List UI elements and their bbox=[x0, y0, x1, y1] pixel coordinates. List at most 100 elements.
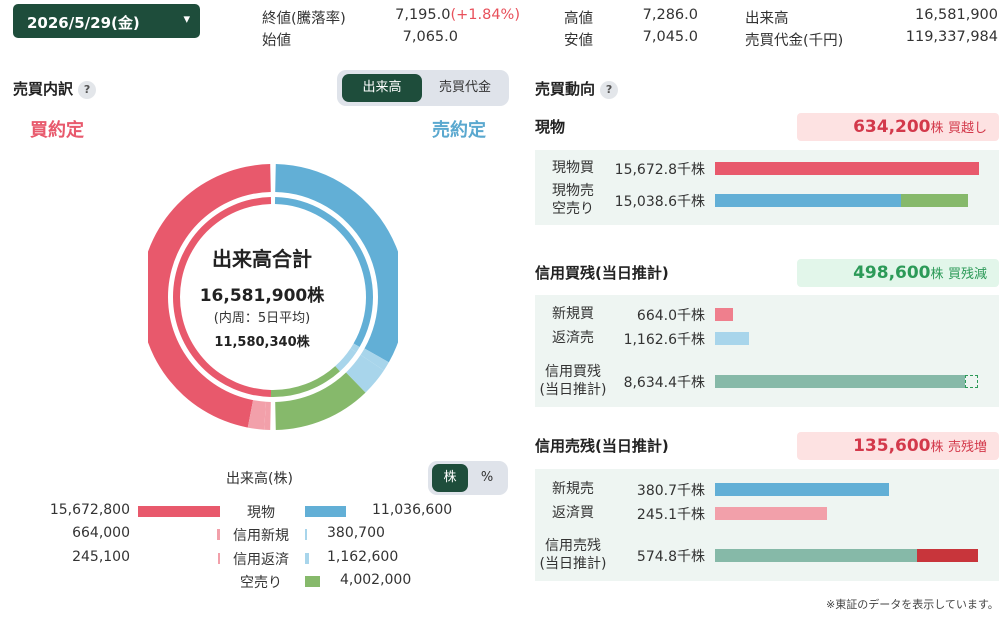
legend-buy-bar bbox=[218, 553, 220, 564]
trend-row-label: 現物売 空売り bbox=[552, 183, 594, 217]
close-label: 終値(騰落率) bbox=[262, 11, 346, 27]
donut-center-note: (内周：5日平均) bbox=[213, 311, 311, 326]
genbutsu-buy-bar bbox=[715, 162, 979, 175]
volume-donut-chart bbox=[148, 164, 398, 430]
donut-segment-genbutsu-buy bbox=[148, 164, 271, 428]
legend-buy-bar bbox=[138, 506, 220, 517]
legend-sell-bar bbox=[305, 553, 310, 564]
open-value: 7,065.0 bbox=[402, 29, 458, 45]
trend-row-label: 信用売残 (当日推計) bbox=[539, 538, 607, 572]
donut-center-title: 出来高合計 bbox=[212, 247, 312, 271]
legend-category: 信用返済 bbox=[233, 552, 289, 568]
chevron-down-icon: ▾ bbox=[183, 12, 190, 27]
legend-sell-value: 11,036,600 bbox=[372, 502, 453, 518]
donut-inner-karauri bbox=[270, 366, 340, 397]
legend-sell-bar bbox=[305, 529, 307, 540]
legend-buy-bar bbox=[216, 529, 220, 540]
date-select[interactable]: 2026/5/29(金) ▾ bbox=[13, 4, 200, 38]
donut-segment-shinki-buy bbox=[247, 400, 266, 430]
legend-category: 空売り bbox=[240, 575, 282, 591]
donut-outer-ring bbox=[148, 164, 398, 430]
donut-inner-genbutsu-sell bbox=[274, 197, 373, 347]
volume-value: 16,581,900 bbox=[914, 7, 998, 23]
trend-row-value: 1,162.6千株 bbox=[623, 332, 705, 348]
breakdown-mode-toggle: 出来高 売買代金 bbox=[337, 70, 509, 106]
trend-row-value: 15,038.6千株 bbox=[614, 194, 705, 210]
legend-buy-value: 245,100 bbox=[72, 549, 130, 565]
legend-sell-value: 1,162,600 bbox=[327, 549, 399, 565]
unit-toggle: 株 % bbox=[428, 461, 508, 495]
donut-segment-shinki-sell bbox=[360, 348, 389, 371]
volume-label: 出来高 bbox=[745, 11, 789, 27]
close-value: 7,195.0(+1.84%) bbox=[395, 7, 520, 23]
margin-sell-summary: 135,600株 売残増 bbox=[797, 432, 999, 460]
trend-row-label: 返済売 bbox=[552, 330, 594, 346]
donut-segment-hensai-buy bbox=[264, 401, 271, 430]
open-label: 始値 bbox=[262, 33, 291, 49]
donut-inner-hensai-sell bbox=[335, 348, 357, 372]
low-value: 7,045.0 bbox=[642, 29, 698, 45]
trend-row-label: 信用買残 (当日推計) bbox=[539, 364, 607, 398]
high-label: 高値 bbox=[564, 11, 593, 27]
trend-row-label: 新規売 bbox=[552, 481, 594, 497]
breakdown-title: 売買内訳? bbox=[13, 78, 97, 99]
margin-sell-title: 信用売残(当日推計) bbox=[535, 437, 669, 455]
legend-sell-value: 4,002,000 bbox=[340, 572, 412, 588]
margin-buy-decrease-marker bbox=[965, 375, 978, 388]
margin-buy-balance-bar bbox=[715, 375, 965, 388]
trend-row-value: 664.0千株 bbox=[636, 308, 705, 324]
genbutsu-title: 現物 bbox=[535, 118, 566, 136]
trend-title: 売買動向? bbox=[535, 78, 619, 99]
turnover-label: 売買代金(千円) bbox=[745, 33, 844, 49]
donut-center-avg: 11,580,340株 bbox=[214, 335, 310, 350]
unit-toggle-percent[interactable]: % bbox=[480, 470, 494, 485]
trend-row-label: 新規買 bbox=[552, 306, 594, 322]
margin-repay-buy-bar bbox=[715, 507, 827, 520]
legend-sell-value: 380,700 bbox=[327, 525, 385, 541]
margin-new-sell-bar bbox=[715, 483, 889, 496]
close-change: (+1.84%) bbox=[450, 7, 520, 23]
trend-row-label: 返済買 bbox=[552, 505, 594, 521]
trend-row-value: 15,672.8千株 bbox=[614, 162, 705, 178]
margin-repay-sell-bar bbox=[715, 332, 749, 345]
margin-sell-increase-bar bbox=[917, 549, 978, 562]
margin-sell-balance-bar bbox=[715, 549, 917, 562]
legend-category: 現物 bbox=[247, 505, 275, 521]
donut-segment-karauri bbox=[275, 372, 366, 430]
legend-buy-value: 664,000 bbox=[72, 525, 130, 541]
legend-sell-bar bbox=[305, 576, 320, 587]
margin-buy-title: 信用買残(当日推計) bbox=[535, 264, 669, 282]
genbutsu-sell-bar bbox=[715, 194, 901, 207]
margin-new-buy-bar bbox=[715, 308, 733, 321]
unit-toggle-shares[interactable]: 株 bbox=[432, 464, 468, 492]
buy-label: 買約定 bbox=[30, 120, 84, 141]
high-value: 7,286.0 bbox=[642, 7, 698, 23]
toggle-turnover[interactable]: 売買代金 bbox=[438, 80, 491, 95]
genbutsu-summary: 634,200株 買越し bbox=[797, 113, 999, 141]
footnote: ※東証のデータを表示しています。 bbox=[826, 598, 999, 611]
help-icon[interactable]: ? bbox=[600, 80, 619, 99]
donut-inner-shinki-sell bbox=[350, 343, 360, 353]
date-value: 2026/5/29(金) bbox=[27, 14, 140, 32]
sell-label: 売約定 bbox=[432, 120, 486, 141]
toggle-volume[interactable]: 出来高 bbox=[342, 74, 422, 102]
legend-buy-value: 15,672,800 bbox=[49, 502, 130, 518]
donut-center-total: 16,581,900株 bbox=[199, 286, 325, 306]
legend-sell-bar bbox=[305, 506, 346, 517]
legend-category: 信用新規 bbox=[233, 528, 289, 544]
karauri-bar bbox=[900, 194, 969, 207]
help-icon[interactable]: ? bbox=[78, 80, 97, 99]
trend-row-value: 380.7千株 bbox=[636, 483, 705, 499]
donut-segment-hensai-sell bbox=[346, 354, 384, 393]
margin-buy-summary: 498,600株 買残減 bbox=[797, 259, 999, 287]
trend-row-value: 574.8千株 bbox=[636, 549, 705, 565]
trend-row-value: 245.1千株 bbox=[636, 507, 705, 523]
turnover-value: 119,337,984 bbox=[905, 29, 998, 45]
donut-inner-ring bbox=[173, 197, 373, 397]
low-label: 安値 bbox=[564, 33, 593, 49]
trend-row-label: 現物買 bbox=[552, 160, 594, 176]
margin-buy-panel bbox=[535, 295, 999, 407]
trend-row-value: 8,634.4千株 bbox=[623, 375, 705, 391]
legend-title: 出来高(株) bbox=[226, 471, 293, 487]
donut-segment-genbutsu-sell bbox=[275, 164, 398, 363]
